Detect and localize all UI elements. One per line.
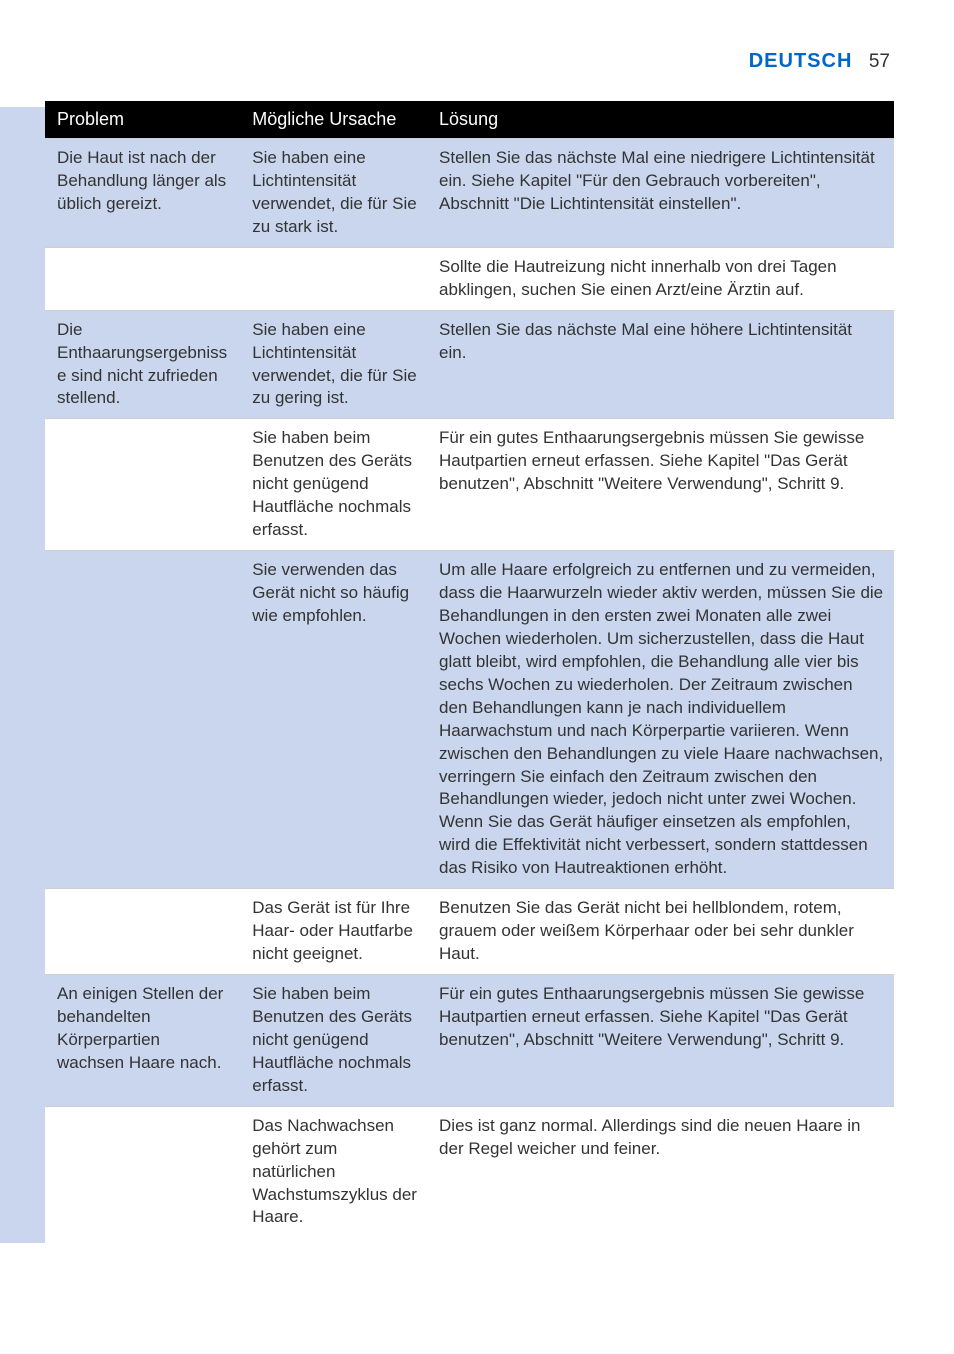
cell-solution: Dies ist ganz normal. Allerdings sind di… — [427, 1106, 894, 1237]
page-header: DEUTSCH 57 — [45, 50, 894, 73]
cell-cause: Das Nachwachsen gehört zum natürlichen W… — [240, 1106, 427, 1237]
cell-solution: Stellen Sie das nächste Mal eine höhere … — [427, 310, 894, 419]
table-row: Die Enthaarungsergebnisse sind nicht zuf… — [45, 310, 894, 419]
cell-cause: Sie haben beim Benutzen des Geräts nicht… — [240, 419, 427, 551]
cell-problem — [45, 889, 240, 975]
col-problem: Problem — [45, 101, 240, 139]
cell-problem: An einigen Stellen der behandelten Körpe… — [45, 975, 240, 1107]
table-row: Sie haben beim Benutzen des Geräts nicht… — [45, 419, 894, 551]
col-cause: Mögliche Ursache — [240, 101, 427, 139]
cell-problem: Die Enthaarungsergebnisse sind nicht zuf… — [45, 310, 240, 419]
table-row: Sollte die Hautreizung nicht innerhalb v… — [45, 247, 894, 310]
table-header-row: Problem Mögliche Ursache Lösung — [45, 101, 894, 139]
cell-problem — [45, 551, 240, 889]
cell-cause: Sie verwenden das Gerät nicht so häufig … — [240, 551, 427, 889]
cell-cause — [240, 247, 427, 310]
col-solution: Lösung — [427, 101, 894, 139]
side-tab — [0, 107, 45, 1243]
cell-solution: Für ein gutes Enthaarungsergebnis müssen… — [427, 975, 894, 1107]
cell-problem — [45, 1106, 240, 1237]
cell-cause: Sie haben beim Benutzen des Geräts nicht… — [240, 975, 427, 1107]
language-label: DEUTSCH — [749, 50, 853, 72]
cell-problem — [45, 247, 240, 310]
table-row: Sie verwenden das Gerät nicht so häufig … — [45, 551, 894, 889]
table-row: Die Haut ist nach der Behandlung länger … — [45, 139, 894, 248]
cell-solution: Um alle Haare erfolgreich zu entfernen u… — [427, 551, 894, 889]
cell-solution: Für ein gutes Enthaarungsergebnis müssen… — [427, 419, 894, 551]
table-row: An einigen Stellen der behandelten Körpe… — [45, 975, 894, 1107]
page: DEUTSCH 57 Problem Mögliche Ursache Lösu… — [0, 0, 954, 1354]
cell-cause: Das Gerät ist für Ihre Haar- oder Hautfa… — [240, 889, 427, 975]
cell-problem: Die Haut ist nach der Behandlung länger … — [45, 139, 240, 248]
cell-cause: Sie haben eine Lichtintensität verwendet… — [240, 139, 427, 248]
table-row: Das Nachwachsen gehört zum natürlichen W… — [45, 1106, 894, 1237]
cell-solution: Benutzen Sie das Gerät nicht bei hellblo… — [427, 889, 894, 975]
cell-cause: Sie haben eine Lichtintensität verwendet… — [240, 310, 427, 419]
table-row: Das Gerät ist für Ihre Haar- oder Hautfa… — [45, 889, 894, 975]
table-body: Die Haut ist nach der Behandlung länger … — [45, 139, 894, 1238]
page-number: 57 — [869, 51, 890, 72]
troubleshooting-table: Problem Mögliche Ursache Lösung Die Haut… — [45, 101, 894, 1237]
cell-solution: Stellen Sie das nächste Mal eine niedrig… — [427, 139, 894, 248]
cell-solution: Sollte die Hautreizung nicht innerhalb v… — [427, 247, 894, 310]
cell-problem — [45, 419, 240, 551]
